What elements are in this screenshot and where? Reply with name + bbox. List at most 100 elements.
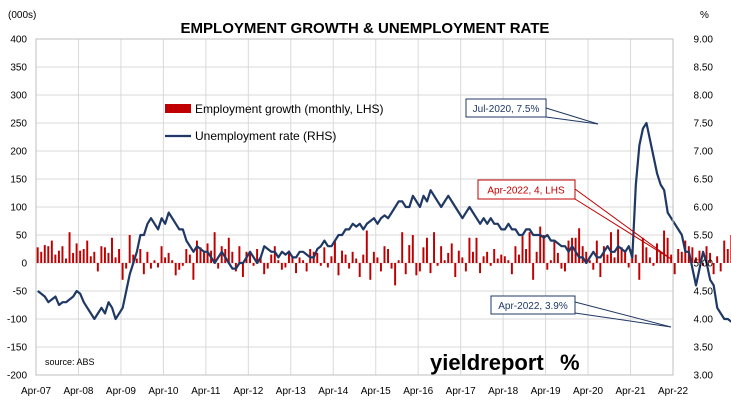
employment-bar: [581, 246, 584, 263]
employment-bar: [171, 260, 174, 263]
employment-bar: [341, 250, 343, 263]
employment-bar: [482, 256, 485, 263]
employment-bar: [627, 263, 630, 268]
right-tick-label: 9.00: [694, 35, 714, 46]
employment-bar: [47, 246, 50, 263]
employment-bar: [139, 249, 142, 263]
employment-bar: [111, 237, 113, 263]
employment-bar: [270, 254, 273, 263]
employment-bar: [79, 250, 82, 263]
callout-box-jul2020: [465, 98, 547, 118]
right-tick-label: 3.50: [694, 343, 714, 354]
x-axis-ticks: Apr-07 Apr-08 Apr-09 Apr-10 Apr-11 Apr-12 Apr-…: [21, 386, 688, 397]
employment-bar: [539, 226, 542, 263]
left-tick-label: -200: [7, 371, 27, 382]
employment-bar: [698, 250, 701, 263]
source-note: source: ABS: [45, 357, 95, 367]
employment-bar: [263, 263, 266, 275]
employment-bar: [50, 240, 53, 263]
employment-bar: [125, 263, 128, 269]
callout-text-jul2020: Jul-2020, 7.5%: [473, 104, 540, 115]
employment-bar: [379, 263, 382, 272]
employment-bar: [199, 247, 202, 263]
employment-bar: [273, 246, 276, 263]
legend-label-employment: Employment growth (monthly, LHS): [195, 102, 384, 116]
employment-bar: [358, 263, 361, 277]
employment-bar: [489, 263, 492, 266]
employment-bar: [348, 263, 351, 269]
x-tick-label: Apr-21: [616, 386, 646, 397]
employment-bar: [213, 232, 216, 263]
left-tick-label: -150: [7, 343, 27, 354]
employment-bar: [302, 260, 305, 263]
employment-bar: [118, 249, 121, 263]
employment-bar: [578, 228, 581, 263]
employment-bars: [36, 226, 731, 286]
employment-bar: [656, 243, 658, 263]
employment-bar: [135, 258, 138, 263]
employment-bar: [107, 252, 110, 263]
x-tick-label: Apr-09: [106, 386, 136, 397]
employment-bar: [425, 237, 428, 263]
employment-bar: [408, 245, 411, 263]
employment-bar: [719, 263, 722, 272]
employment-bar: [493, 249, 496, 263]
yieldreport-logo: yieldreport %: [430, 350, 580, 375]
employment-bar: [468, 237, 471, 263]
employment-bar: [238, 246, 241, 263]
employment-bar: [103, 247, 106, 263]
employment-bar: [606, 254, 609, 263]
unemployment-line-layer: [37, 121, 731, 323]
employment-bar: [443, 260, 446, 263]
employment-bar: [157, 263, 159, 268]
employment-bar: [259, 257, 262, 263]
employment-bar: [680, 251, 683, 263]
employment-bar: [220, 246, 223, 263]
employment-bar: [645, 247, 648, 263]
employment-bar: [546, 263, 549, 270]
employment-bar: [712, 263, 715, 275]
x-tick-label: Apr-15: [361, 386, 391, 397]
employment-bar: [673, 263, 676, 275]
employment-bar: [471, 251, 474, 263]
employment-bar: [454, 263, 457, 277]
employment-bar: [249, 252, 251, 263]
left-tick-label: -100: [7, 315, 27, 326]
right-tick-label: 8.50: [694, 63, 714, 74]
employment-bar: [404, 263, 407, 275]
employment-bar: [89, 256, 92, 263]
employment-bar: [65, 258, 67, 263]
employment-bar: [475, 237, 478, 263]
right-tick-label: 3.00: [694, 371, 714, 382]
employment-bar: [585, 251, 588, 263]
employment-bar: [450, 243, 453, 263]
chart-title: EMPLOYMENT GROWTH & UNEMPLOYMENT RATE: [181, 20, 550, 37]
employment-bar: [241, 263, 244, 277]
employment-bar: [160, 246, 163, 263]
employment-bar: [401, 232, 404, 263]
employment-bar: [330, 256, 333, 263]
legend: Employment growth (monthly, LHS) Unemplo…: [165, 102, 384, 143]
employment-bar: [723, 240, 726, 263]
employment-bar: [641, 237, 644, 263]
employment-bar: [72, 252, 75, 263]
employment-bar: [142, 263, 145, 275]
employment-bar: [298, 257, 301, 263]
employment-bar: [82, 249, 85, 263]
employment-bar: [128, 235, 131, 263]
employment-bar: [188, 254, 191, 263]
employment-bar: [397, 260, 400, 263]
employment-bar: [178, 263, 181, 270]
employment-bar: [36, 247, 39, 263]
employment-bar: [57, 250, 60, 263]
employment-bar: [372, 251, 375, 263]
employment-bar: [277, 260, 280, 263]
employment-bar: [266, 263, 269, 269]
employment-bar: [702, 263, 704, 266]
employment-bar: [461, 257, 464, 263]
x-tick-label: Apr-08: [63, 386, 93, 397]
x-tick-label: Apr-20: [573, 386, 603, 397]
employment-bar: [323, 247, 326, 263]
left-tick-label: 350: [10, 63, 27, 74]
employment-bar: [217, 263, 220, 269]
